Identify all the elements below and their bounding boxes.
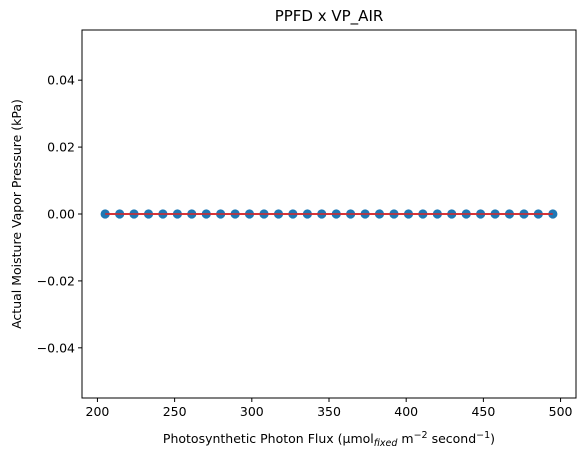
x-axis-label: Photosynthetic Photon Flux (μmolfixed m−… [163, 430, 495, 449]
y-tick-label: −0.04 [37, 340, 75, 355]
x-axis-label-superscript-2: −1 [476, 430, 490, 441]
x-axis-label-prefix: Photosynthetic Photon Flux (μmol [163, 431, 374, 446]
x-tick-label: 300 [240, 404, 264, 419]
y-tick-label: −0.02 [37, 273, 75, 288]
x-tick-label: 500 [549, 404, 573, 419]
x-axis-label-suffix: ) [490, 431, 495, 446]
x-axis-label-mid-2: second [428, 431, 477, 446]
y-tick-label: 0.02 [47, 140, 75, 155]
y-tick-label: 0.04 [47, 73, 75, 88]
plot-layer [100, 209, 558, 219]
x-tick-label: 450 [471, 404, 495, 419]
chart-title: PPFD x VP_AIR [275, 7, 384, 26]
x-tick-label: 250 [163, 404, 187, 419]
x-tick-label: 400 [394, 404, 418, 419]
data-point [548, 209, 558, 219]
x-tick-label: 350 [317, 404, 341, 419]
y-tick-label: 0.00 [47, 207, 75, 222]
x-tick-label: 200 [86, 404, 110, 419]
x-axis-label-subscript: fixed [374, 438, 399, 449]
y-axis-label: Actual Moisture Vapor Pressure (kPa) [9, 99, 24, 329]
axes-layer: 200 250 300 350 400 450 500 −0.04 −0.02 0.00 0.02 0… [37, 29, 577, 419]
x-axis-label-superscript-1: −2 [414, 430, 428, 441]
x-axis-label-mid: m [397, 431, 413, 446]
